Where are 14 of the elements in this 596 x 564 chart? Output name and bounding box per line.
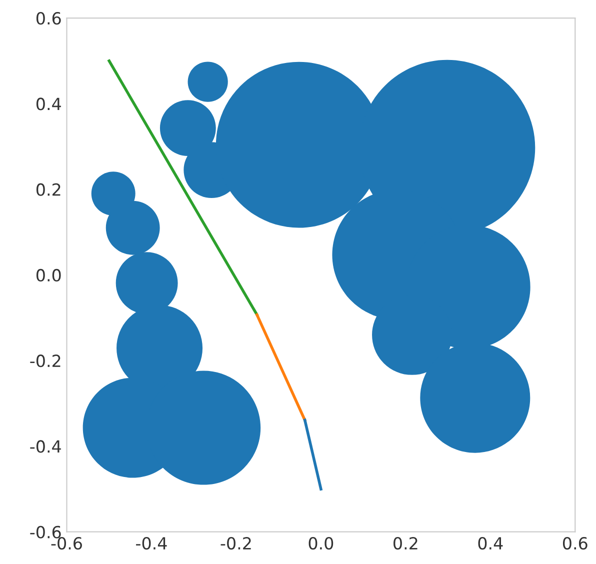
x-tick-label: 0.2: [394, 537, 418, 550]
x-tick-label: 0.6: [562, 537, 588, 550]
y-tick-label: 0.0: [36, 268, 61, 282]
x-tick-label: 0.0: [308, 537, 334, 550]
y-tick-label: -0.6: [30, 526, 61, 538]
x-tick-label: -0.6: [51, 537, 82, 550]
y-tick-label: -0.4: [30, 440, 61, 453]
y-tick-label: 0.2: [36, 183, 60, 196]
x-tick-label: -0.4: [136, 537, 167, 550]
x-tick-label: -0.2: [220, 537, 251, 550]
y-tick-label: 0.4: [36, 98, 61, 110]
x-tick-label: 0.4: [478, 537, 503, 550]
y-tick-label: 0.6: [36, 12, 61, 25]
y-tick-label: -0.2: [30, 354, 60, 368]
